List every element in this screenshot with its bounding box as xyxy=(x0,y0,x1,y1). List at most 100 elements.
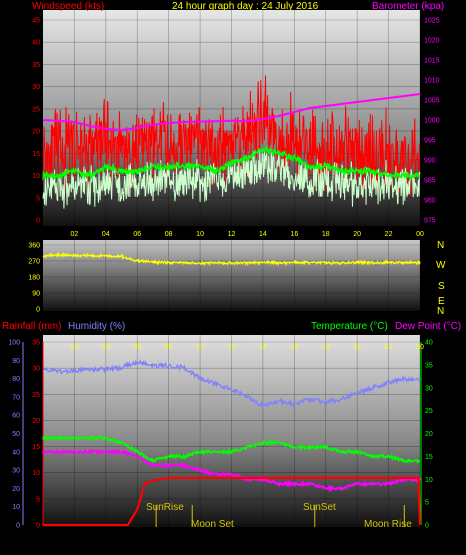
barometer-axis-title: Barometer (kpa) xyxy=(372,1,444,12)
wind-x-tick: 20 xyxy=(353,231,361,238)
rainfall-series-line xyxy=(43,476,422,527)
humidity-series-line xyxy=(42,359,421,409)
wind-y-tick: 0 xyxy=(36,218,40,225)
min-wind-series-line xyxy=(42,149,421,209)
rainfall-y-tick: 35 xyxy=(32,340,40,347)
compass-n-top: N xyxy=(437,240,444,251)
humidity-y-tick: 20 xyxy=(12,486,20,493)
humidity-y-tick: 40 xyxy=(12,449,20,456)
wind-x-tick: 02 xyxy=(71,231,79,238)
temperature-y-tick: 30 xyxy=(425,385,433,392)
wind-x-tick: 08 xyxy=(165,231,173,238)
wind-x-tick: 18 xyxy=(322,231,330,238)
direction-y-tick: 0 xyxy=(36,307,40,314)
sunset-label: SunSet xyxy=(303,502,336,513)
avg-wind-series-line xyxy=(42,145,421,181)
rainfall-axis-title: Rainfall (mm) xyxy=(2,321,61,332)
barometer-y-tick: 980 xyxy=(424,198,436,205)
humidity-y-tick: 100 xyxy=(8,340,20,347)
sunrise-label: SunRise xyxy=(146,502,184,513)
temp-panel-bg xyxy=(43,335,420,527)
wind-y-tick: 40 xyxy=(32,40,40,47)
rainfall-y-tick: 0 xyxy=(36,523,40,530)
rainfall-y-tick: 30 xyxy=(32,366,40,373)
temp-x-tick: 00 xyxy=(416,344,424,351)
dewpoint-series-line xyxy=(42,448,421,493)
barometer-y-tick: 1020 xyxy=(424,38,440,45)
humidity-axis-title: Humidity (%) xyxy=(68,321,125,332)
barometer-series-line xyxy=(42,93,421,132)
direction-panel-bg xyxy=(43,240,420,311)
temp-x-tick: 08 xyxy=(165,344,173,351)
barometer-y-tick: 995 xyxy=(424,138,436,145)
temperature-y-tick: 25 xyxy=(425,408,433,415)
direction-y-tick: 180 xyxy=(28,275,40,282)
wind-y-tick: 5 xyxy=(36,195,40,202)
temp-x-tick: 02 xyxy=(71,344,79,351)
wind-y-tick: 45 xyxy=(32,18,40,25)
temperature-y-tick: 5 xyxy=(425,500,429,507)
wind-x-tick: 22 xyxy=(385,231,393,238)
wind-x-tick: 06 xyxy=(133,231,141,238)
barometer-y-tick: 990 xyxy=(424,158,436,165)
rainfall-y-tick: 25 xyxy=(32,392,40,399)
barometer-y-tick: 1000 xyxy=(424,118,440,125)
temp-x-tick: 04 xyxy=(102,344,110,351)
humidity-y-tick: 90 xyxy=(12,358,20,365)
humidity-y-tick: 60 xyxy=(12,413,20,420)
temperature-y-tick: 35 xyxy=(425,362,433,369)
series-layer xyxy=(42,75,422,527)
wind-axis-title: Windspeed (kts) xyxy=(32,1,104,12)
compass-e: E xyxy=(438,296,445,307)
temp-x-tick: 16 xyxy=(290,344,298,351)
wind-x-tick: 10 xyxy=(196,231,204,238)
temperature-y-tick: 40 xyxy=(425,340,433,347)
wind-y-tick: 20 xyxy=(32,129,40,136)
moonrise-label: Moon Rise xyxy=(364,519,412,530)
rainfall-y-tick: 20 xyxy=(32,418,40,425)
axis-labels: 0510152025303540459759809859909951000100… xyxy=(8,18,439,530)
temp-x-tick: 20 xyxy=(353,344,361,351)
temperature-y-tick: 10 xyxy=(425,477,433,484)
temperature-y-tick: 15 xyxy=(425,454,433,461)
humidity-y-tick: 50 xyxy=(12,431,20,438)
barometer-y-tick: 1025 xyxy=(424,18,440,25)
barometer-y-tick: 1015 xyxy=(424,58,440,65)
temperature-series-line xyxy=(42,434,421,464)
temp-x-tick: 06 xyxy=(133,344,141,351)
humidity-y-tick: 0 xyxy=(16,523,20,530)
humidity-y-tick: 80 xyxy=(12,376,20,383)
moonset-label: Moon Set xyxy=(191,519,234,530)
gust-series-line xyxy=(42,75,421,200)
temperature-y-tick: 20 xyxy=(425,431,433,438)
compass-w: W xyxy=(436,260,446,271)
wind-y-tick: 35 xyxy=(32,62,40,69)
wind-x-tick: 00 xyxy=(416,231,424,238)
humidity-y-tick: 10 xyxy=(12,504,20,511)
temp-x-tick: 22 xyxy=(385,344,393,351)
barometer-y-tick: 975 xyxy=(424,218,436,225)
humidity-y-tick: 30 xyxy=(12,468,20,475)
rainfall-y-tick: 5 xyxy=(36,496,40,503)
compass-n-bottom: N xyxy=(437,306,444,317)
rainfall-y-tick: 10 xyxy=(32,470,40,477)
direction-y-tick: 360 xyxy=(28,243,40,250)
wind-x-tick: 12 xyxy=(228,231,236,238)
barometer-y-tick: 1010 xyxy=(424,78,440,85)
wind-x-tick: 16 xyxy=(290,231,298,238)
dewpoint-axis-title: Dew Point (°C) xyxy=(395,321,461,332)
wind-y-tick: 15 xyxy=(32,151,40,158)
direction-y-tick: 90 xyxy=(32,291,40,298)
temp-x-tick: 12 xyxy=(228,344,236,351)
wind-y-tick: 25 xyxy=(32,106,40,113)
temp-x-tick: 10 xyxy=(196,344,204,351)
barometer-y-tick: 1005 xyxy=(424,98,440,105)
chart-title: 24 hour graph day : 24 July 2016 xyxy=(172,1,319,12)
wind-y-tick: 30 xyxy=(32,84,40,91)
wind-y-tick: 10 xyxy=(32,173,40,180)
direction-y-tick: 270 xyxy=(28,259,40,266)
wind-direction-series-line xyxy=(42,251,421,267)
humidity-y-tick: 70 xyxy=(12,394,20,401)
wind-x-tick: 04 xyxy=(102,231,110,238)
